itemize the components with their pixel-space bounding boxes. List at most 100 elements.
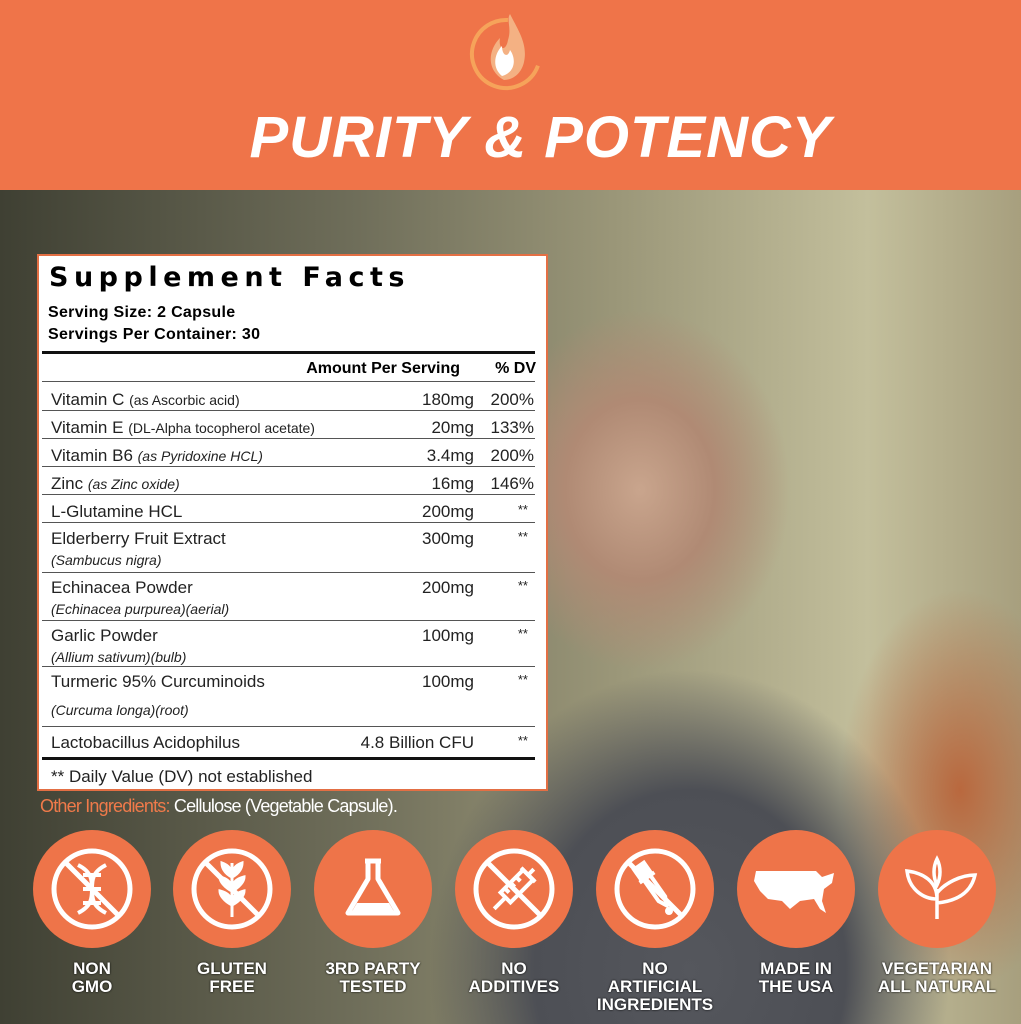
ingredient-amount: 180mg [422, 390, 474, 409]
divider [42, 351, 535, 354]
ingredient-amount: 20mg [431, 418, 474, 437]
badge-label: GLUTEN FREE [172, 960, 292, 996]
facts-title: Supplement Facts [49, 262, 410, 293]
ingredient-daily-value: 200% [490, 390, 534, 409]
ingredient-source: (as Zinc oxide) [87, 476, 180, 492]
divider [42, 726, 535, 727]
dropper-crossed-icon [596, 830, 714, 948]
supplement-facts-panel: Supplement Facts Serving Size: 2 Capsule… [37, 254, 548, 791]
syringe-crossed-icon [455, 830, 573, 948]
ingredient-name-text: Vitamin C [51, 390, 125, 409]
ingredient-name: Echinacea Powder [51, 578, 193, 597]
badge-label-line2: FREE [209, 977, 255, 996]
ingredient-name: Zinc (as Zinc oxide) [51, 474, 180, 494]
serving-size: Serving Size: 2 Capsule [48, 304, 236, 321]
badge-wheat-crossed: GLUTEN FREE [172, 830, 292, 996]
divider [42, 522, 535, 523]
divider [42, 381, 535, 382]
header-banner: PURITY & POTENCY [0, 0, 1021, 190]
footnote: ** Daily Value (DV) not established [51, 767, 313, 786]
ingredient-amount: 16mg [431, 474, 474, 493]
ingredient-amount: 200mg [422, 578, 474, 597]
badge-label: NO ARTIFICIAL INGREDIENTS [595, 960, 715, 1014]
divider [42, 757, 535, 760]
ingredient-name: Vitamin B6 (as Pyridoxine HCL) [51, 446, 263, 466]
badge-label-line2: THE USA [758, 977, 834, 996]
badge-label-line1: NO ARTIFICIAL [607, 959, 703, 996]
usa-map-icon [737, 830, 855, 948]
ingredient-name: Elderberry Fruit Extract [51, 529, 226, 548]
other-ingredients-value: Cellulose (Vegetable Capsule). [173, 796, 398, 816]
ingredient-name-text: Zinc [51, 474, 84, 493]
badge-leaf: VEGETARIAN ALL NATURAL [877, 830, 997, 996]
ingredient-daily-value: ** [517, 626, 528, 641]
ingredient-source: (Sambucus nigra) [51, 552, 162, 568]
divider [42, 410, 535, 411]
ingredient-name: Vitamin E (DL-Alpha tocopherol acetate) [51, 418, 315, 438]
badge-label-line1: NO [501, 959, 527, 978]
badge-label: NO ADDITIVES [454, 960, 574, 996]
dv-header: % DV [495, 360, 536, 377]
ingredient-name-text: Vitamin E [51, 418, 124, 437]
badge-flask: 3RD PARTY TESTED [313, 830, 433, 996]
servings-per-container: Servings Per Container: 30 [48, 326, 261, 343]
amount-header: Amount Per Serving [306, 360, 460, 377]
ingredient-source: (as Ascorbic acid) [129, 392, 240, 408]
ingredient-amount: 3.4mg [426, 446, 474, 465]
badge-dna-crossed: NON GMO [32, 830, 152, 996]
badge-label-line1: MADE IN [760, 959, 832, 978]
badge-syringe-crossed: NO ADDITIVES [454, 830, 574, 996]
badge-label-line2: GMO [71, 977, 113, 996]
badge-label-line2: ADDITIVES [468, 977, 560, 996]
badge-label: 3RD PARTY TESTED [313, 960, 433, 996]
ingredient-amount: 200mg [422, 502, 474, 521]
divider [42, 438, 535, 439]
badge-label-line1: 3RD PARTY [325, 959, 421, 978]
other-ingredients-label: Other Ingredients: [40, 796, 170, 816]
ingredient-amount: 100mg [422, 626, 474, 645]
badge-label: NON GMO [32, 960, 152, 996]
badge-dropper-crossed: NO ARTIFICIAL INGREDIENTS [595, 830, 715, 1014]
ingredient-daily-value: 146% [490, 474, 534, 493]
page-title: PURITY & POTENCY [249, 105, 832, 170]
divider [42, 572, 535, 573]
ingredient-name-text: Vitamin B6 [51, 446, 133, 465]
flame-logo [470, 14, 542, 90]
badge-label-line1: NON [73, 959, 111, 978]
badge-label-line1: VEGETARIAN [881, 959, 993, 978]
ingredient-daily-value: 133% [490, 418, 534, 437]
ingredient-name: Vitamin C (as Ascorbic acid) [51, 390, 240, 410]
ingredient-name: L-Glutamine HCL [51, 502, 183, 521]
divider [42, 494, 535, 495]
ingredient-daily-value: ** [517, 529, 528, 544]
ingredient-daily-value: ** [517, 733, 528, 748]
badge-label: MADE IN THE USA [736, 960, 856, 996]
leaf-icon [878, 830, 996, 948]
badge-label: VEGETARIAN ALL NATURAL [877, 960, 997, 996]
badge-usa-map: MADE IN THE USA [736, 830, 856, 996]
ingredient-daily-value: ** [517, 502, 528, 517]
ingredient-name: Garlic Powder [51, 626, 158, 645]
ingredient-name: Turmeric 95% Curcuminoids [51, 672, 265, 691]
ingredient-daily-value: 200% [490, 446, 534, 465]
ingredient-name: Lactobacillus Acidophilus [51, 733, 241, 752]
divider [42, 620, 535, 621]
flask-icon [314, 830, 432, 948]
ingredient-source: (Allium sativum)(bulb) [51, 649, 187, 665]
ingredient-source: (Echinacea purpurea)(aerial) [51, 601, 230, 617]
badge-label-line2: TESTED [339, 977, 407, 996]
ingredient-amount: 100mg [422, 672, 474, 691]
ingredient-amount: 300mg [422, 529, 474, 548]
other-ingredients: Other Ingredients: Cellulose (Vegetable … [40, 796, 398, 817]
ingredient-source: (Curcuma longa)(root) [51, 702, 189, 718]
divider [42, 666, 535, 667]
ingredient-daily-value: ** [517, 578, 528, 593]
wheat-crossed-icon [173, 830, 291, 948]
ingredient-amount: 4.8 Billion CFU [360, 733, 474, 752]
dna-crossed-icon [33, 830, 151, 948]
ingredient-daily-value: ** [517, 672, 528, 687]
ingredient-source: (as Pyridoxine HCL) [137, 448, 263, 464]
badge-label-line2: INGREDIENTS [596, 995, 714, 1014]
badge-label-line2: ALL NATURAL [877, 977, 997, 996]
ingredient-source: (DL-Alpha tocopherol acetate) [128, 420, 315, 436]
